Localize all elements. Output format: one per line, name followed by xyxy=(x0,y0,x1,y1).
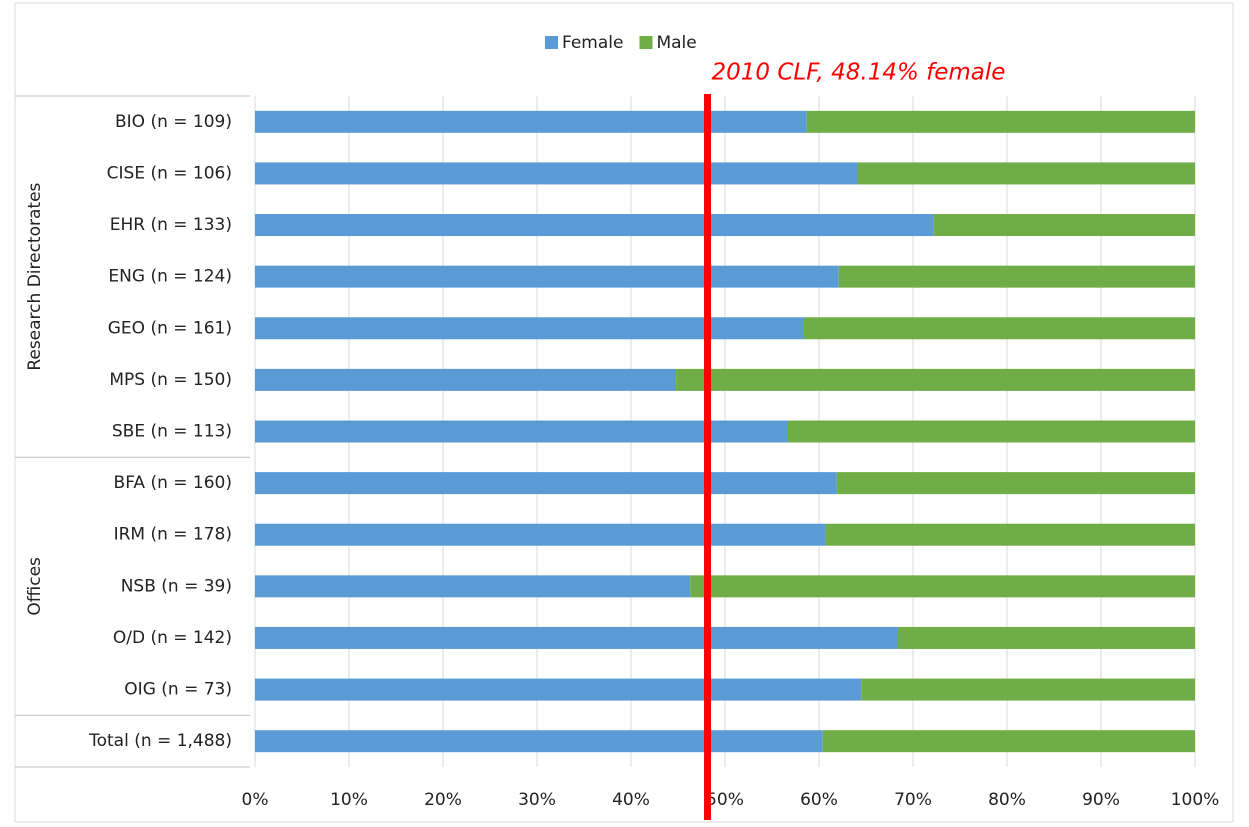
bar-segment xyxy=(255,678,862,701)
y-tick-label: O/D (n = 142) xyxy=(113,628,232,648)
x-tick-label: 70% xyxy=(894,790,932,810)
bar-segment xyxy=(857,162,1195,185)
x-tick-label: 50% xyxy=(706,790,744,810)
y-tick-label: BIO (n = 109) xyxy=(115,112,232,132)
bar-segment xyxy=(255,214,934,237)
bar-segment xyxy=(838,265,1195,288)
legend-label: Male xyxy=(656,33,696,53)
bar-segment xyxy=(255,575,691,598)
y-tick-label: OIG (n = 73) xyxy=(124,680,232,700)
legend-swatch xyxy=(639,36,653,49)
x-tick-label: 90% xyxy=(1082,790,1120,810)
bar-segment xyxy=(861,678,1195,701)
group-label: Offices xyxy=(25,557,45,616)
bar-segment xyxy=(822,730,1195,753)
bar-segment xyxy=(255,730,823,753)
y-tick-label: BFA (n = 160) xyxy=(114,473,232,493)
y-tick-label: NSB (n = 39) xyxy=(121,576,232,596)
bar-segment xyxy=(255,626,898,649)
x-tick-label: 30% xyxy=(518,790,556,810)
bar-segment xyxy=(255,317,804,340)
y-tick-label: GEO (n = 161) xyxy=(108,318,232,338)
bar-segment xyxy=(255,420,788,443)
bar-segment xyxy=(806,110,1195,133)
bar-segment xyxy=(255,265,839,288)
bar-segment xyxy=(933,214,1195,237)
y-tick-label: SBE (n = 113) xyxy=(112,422,232,442)
bar-segment xyxy=(255,523,826,546)
y-tick-label: EHR (n = 133) xyxy=(110,215,232,235)
reference-label: 2010 CLF, 48.14% female xyxy=(712,60,1006,86)
bar-segment xyxy=(255,472,837,495)
y-tick-label: MPS (n = 150) xyxy=(109,370,232,390)
x-tick-label: 40% xyxy=(612,790,650,810)
y-tick-label: IRM (n = 178) xyxy=(114,525,232,545)
x-tick-label: 20% xyxy=(424,790,462,810)
y-tick-label: Total (n = 1,488) xyxy=(88,731,232,751)
bar-segment xyxy=(787,420,1195,443)
bar-segment xyxy=(255,162,858,185)
bar-segment xyxy=(836,472,1195,495)
bar-segment xyxy=(897,626,1195,649)
x-tick-label: 0% xyxy=(242,790,269,810)
x-tick-label: 100% xyxy=(1171,790,1220,810)
x-tick-label: 10% xyxy=(330,790,368,810)
bar-segment xyxy=(255,110,807,133)
bar-segment xyxy=(676,368,1195,391)
x-tick-label: 60% xyxy=(800,790,838,810)
y-tick-label: CISE (n = 106) xyxy=(107,163,232,183)
bar-segment xyxy=(255,368,677,391)
x-tick-label: 80% xyxy=(988,790,1026,810)
group-label: Research Directorates xyxy=(25,182,45,370)
legend-label: Female xyxy=(562,33,623,53)
legend-swatch xyxy=(545,36,558,49)
bar-segment xyxy=(803,317,1195,340)
bar-segment xyxy=(825,523,1195,546)
y-tick-label: ENG (n = 124) xyxy=(108,267,232,287)
bar-segment xyxy=(690,575,1195,598)
